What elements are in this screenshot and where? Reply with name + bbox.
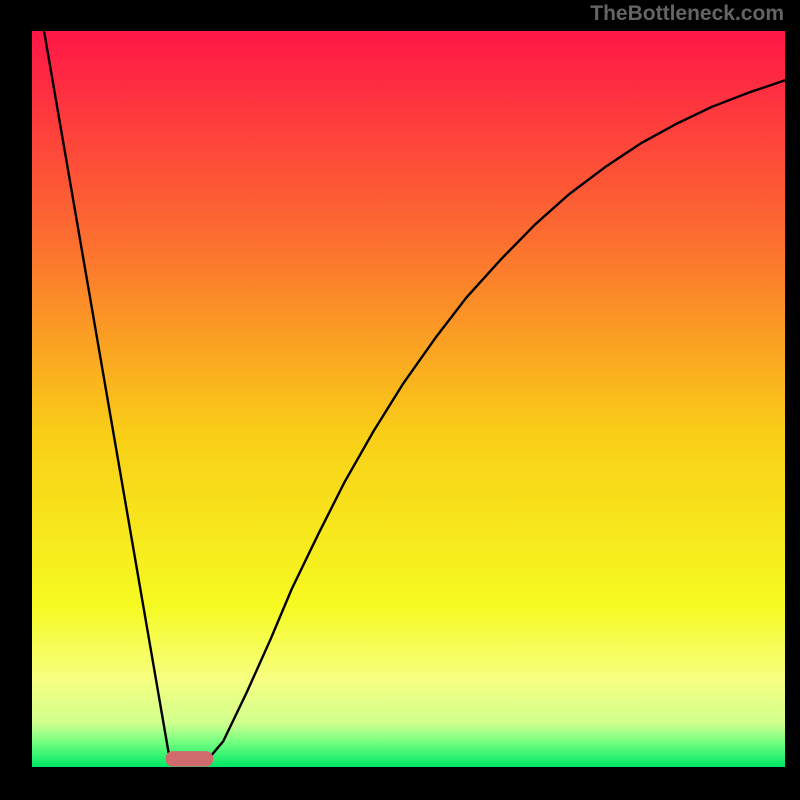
gradient-background: [32, 31, 785, 767]
marker-pill: [166, 751, 213, 766]
chart-frame: TheBottleneck.com: [0, 0, 800, 800]
watermark-text: TheBottleneck.com: [590, 2, 784, 26]
chart-plot: [32, 31, 785, 767]
